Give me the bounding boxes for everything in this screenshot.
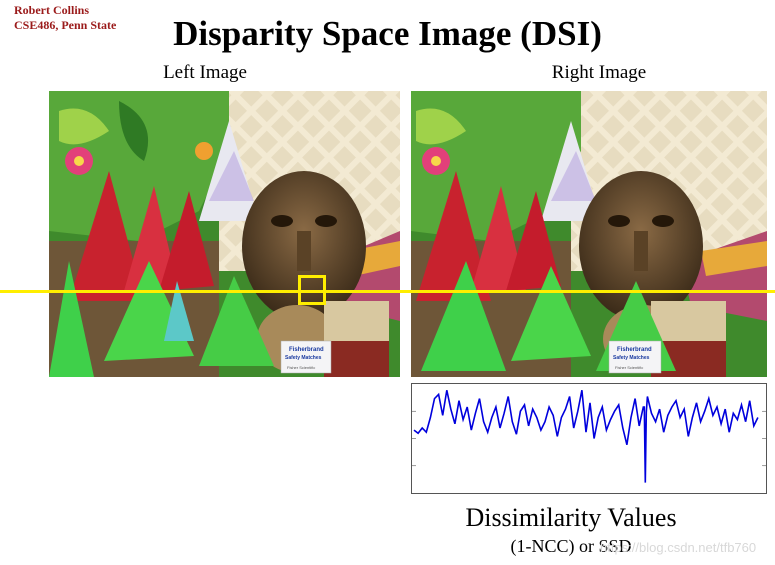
matchbox-brand-suffix-right: brand [635,347,652,353]
matchbox-product: Safety Matches [285,355,322,361]
dissimilarity-plot [411,383,767,494]
matchbox-brand-right: Fisher [617,347,636,353]
matchbox-brand-suffix: brand [307,347,324,353]
svg-text:Fisherbrand: Fisherbrand [289,347,324,353]
right-scene-illustration: Fisherbrand Safety Matches Fisher Scient… [411,91,767,377]
matchbox-maker-right: Fisher Scientific [615,365,643,370]
left-image: Fisherbrand Safety Matches Fisher Scient… [49,91,400,377]
right-image-label: Right Image [551,62,647,83]
matchbox-product-right: Safety Matches [613,355,650,361]
matchbox-maker: Fisher Scientific [287,365,315,370]
svg-text:Fisherbrand: Fisherbrand [617,347,652,353]
dissimilarity-heading: Dissimilarity Values [465,503,677,532]
watermark: https://blog.csdn.net/tfb760 [600,540,757,555]
epipolar-scanline [0,290,775,293]
author-block: Robert Collins CSE486, Penn State [14,3,116,33]
matchbox-brand: Fisher [289,347,308,353]
dissimilarity-plot-svg [412,390,766,483]
slide-title: Disparity Space Image (DSI) [173,14,602,53]
right-image: Fisherbrand Safety Matches Fisher Scient… [411,91,767,377]
measure-caption: (1-NCC) or SSD [510,536,632,556]
left-scene-illustration: Fisherbrand Safety Matches Fisher Scient… [49,91,400,377]
course-label: CSE486, Penn State [14,18,117,32]
author-name: Robert Collins [14,3,89,17]
left-image-label: Left Image [163,62,247,83]
dissimilarity-series-line [413,390,759,483]
correlation-window [298,275,326,305]
